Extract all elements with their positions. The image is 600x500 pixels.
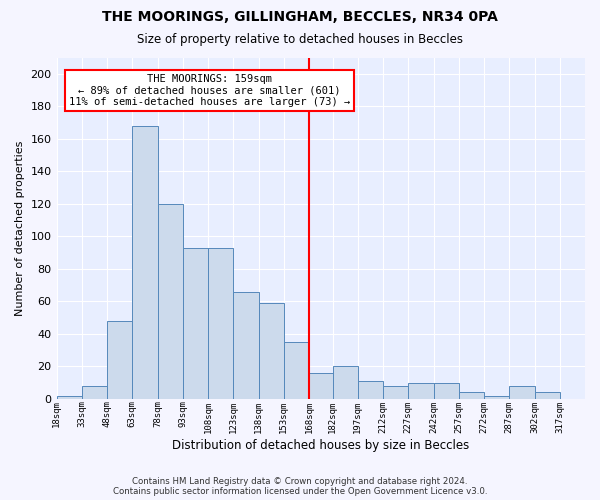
Text: THE MOORINGS, GILLINGHAM, BECCLES, NR34 0PA: THE MOORINGS, GILLINGHAM, BECCLES, NR34 … bbox=[102, 10, 498, 24]
Bar bbox=[535, 392, 560, 399]
Bar bbox=[434, 382, 459, 399]
Bar bbox=[183, 248, 208, 399]
Bar bbox=[358, 381, 383, 399]
Bar bbox=[408, 382, 434, 399]
Bar bbox=[284, 342, 309, 399]
Bar bbox=[233, 292, 259, 399]
Bar bbox=[459, 392, 484, 399]
Bar bbox=[132, 126, 158, 399]
Text: Contains public sector information licensed under the Open Government Licence v3: Contains public sector information licen… bbox=[113, 487, 487, 496]
Bar bbox=[82, 386, 107, 399]
Text: THE MOORINGS: 159sqm
← 89% of detached houses are smaller (601)
11% of semi-deta: THE MOORINGS: 159sqm ← 89% of detached h… bbox=[69, 74, 350, 107]
Bar bbox=[484, 396, 509, 399]
Bar bbox=[332, 366, 358, 399]
Bar bbox=[309, 373, 334, 399]
Text: Contains HM Land Registry data © Crown copyright and database right 2024.: Contains HM Land Registry data © Crown c… bbox=[132, 477, 468, 486]
Bar bbox=[259, 303, 284, 399]
Bar bbox=[107, 321, 132, 399]
Bar bbox=[383, 386, 408, 399]
Bar bbox=[56, 396, 82, 399]
X-axis label: Distribution of detached houses by size in Beccles: Distribution of detached houses by size … bbox=[172, 440, 469, 452]
Y-axis label: Number of detached properties: Number of detached properties bbox=[15, 140, 25, 316]
Bar bbox=[208, 248, 233, 399]
Bar bbox=[158, 204, 183, 399]
Text: Size of property relative to detached houses in Beccles: Size of property relative to detached ho… bbox=[137, 32, 463, 46]
Bar bbox=[509, 386, 535, 399]
